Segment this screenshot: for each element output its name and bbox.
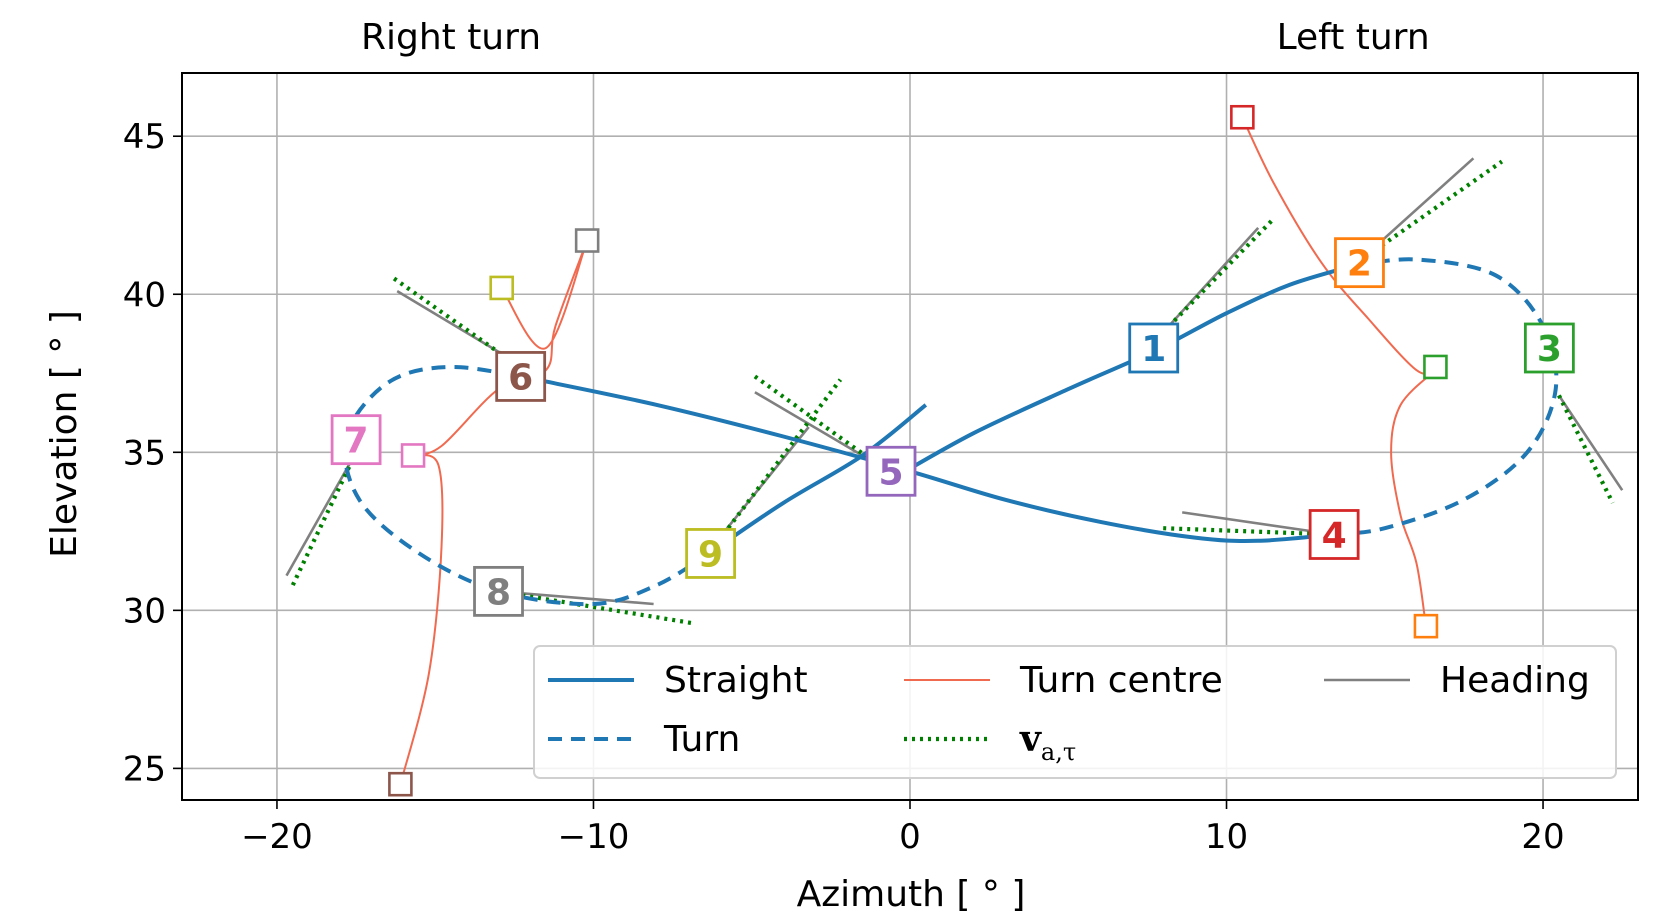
top-annotation: Left turn [1277,17,1430,58]
y-tick-label: 35 [123,433,166,473]
x-tick-label: 10 [1205,817,1248,857]
numbered-marker-label: 8 [486,572,511,613]
series-turn-centre-line [1390,369,1437,627]
numbered-marker-label: 2 [1347,244,1372,285]
series-turn-centre-line [500,240,589,350]
numbered-marker-box [1334,237,1385,289]
series-heading-line [754,391,879,467]
numbered-marker-box [1523,322,1575,374]
turn-centre-marker [400,443,426,468]
numbered-marker-box [330,414,382,466]
series-velocity-line [392,276,526,372]
series-straight-line [536,377,1335,543]
marker-layer: 1 2 3 4 5 6 7 8 9 [330,104,1575,797]
series-velocity-line [290,451,358,587]
x-axis-label: Azimuth [ ° ] [797,874,1026,915]
series-velocity-line [498,589,692,626]
numbered-marker-box [473,565,524,617]
numbered-marker: 2 [1334,237,1385,289]
numbered-marker-box [1128,322,1180,374]
numbered-marker-label: 6 [508,357,533,398]
top-annotation: Right turn [361,17,541,58]
numbered-marker-label: 1 [1141,329,1166,370]
series-velocity-line [1557,394,1615,504]
series-turn-centre-line [412,240,589,457]
numbered-marker-label: 4 [1322,515,1347,556]
legend-label: Turn [663,719,740,760]
series-velocity-line [1374,159,1504,252]
numbered-marker-label: 7 [344,421,369,462]
y-axis-label: Elevation [ ° ] [44,310,85,558]
turn-centre-marker [489,275,514,301]
numbered-marker: 3 [1523,322,1575,374]
x-tick-label: 20 [1521,817,1564,857]
top-annotations: Right turn Left turn [361,17,1430,58]
numbered-marker-box [495,351,547,402]
y-tick-label: 25 [123,749,166,789]
series-heading-line [498,590,654,606]
series-straight-line [893,263,1354,480]
numbered-marker: 9 [685,528,736,579]
numbered-marker: 5 [865,445,917,497]
series-velocity-line [1161,216,1276,334]
x-tick-label: −20 [241,817,313,857]
numbered-marker: 6 [495,351,547,402]
x-tick-label: 0 [899,817,921,857]
numbered-marker-label: 9 [698,534,723,575]
numbered-marker: 8 [473,565,524,617]
numbered-marker-box [1308,509,1360,560]
series-straight-line [703,403,928,559]
numbered-marker-label: 3 [1537,329,1562,370]
series-heading-line [1162,227,1260,334]
series-turn-line [1333,257,1559,537]
y-tick-label: 45 [123,117,166,157]
y-tick-label: 40 [123,275,166,315]
numbered-marker: 4 [1308,509,1360,560]
series-velocity-line [702,378,843,562]
numbered-marker-box [865,445,917,497]
numbered-marker-label: 5 [878,452,903,493]
series-heading-line [285,451,358,577]
turn-centre-marker [1230,104,1255,130]
legend-label: Turn centre [1019,660,1223,701]
turn-centre-marker [1413,613,1439,639]
numbered-marker-box [685,528,736,579]
series-velocity-line [753,374,880,467]
turn-centre-marker [1423,354,1448,380]
series-heading-line [1557,394,1624,491]
legend-label-subscript: a,τ [1041,738,1076,766]
y-tick-label: 30 [123,591,166,631]
numbered-marker: 7 [330,414,382,466]
series-turn-centre-line [399,454,444,785]
x-tick-label: −10 [558,817,630,857]
legend-label: Straight [664,660,808,701]
series-turn-line [342,364,706,607]
numbered-marker: 1 [1128,322,1180,374]
turn-centre-marker [388,771,413,797]
turn-centre-marker [574,228,600,253]
legend-label: Heading [1440,660,1590,701]
series-heading-line [1377,157,1475,245]
